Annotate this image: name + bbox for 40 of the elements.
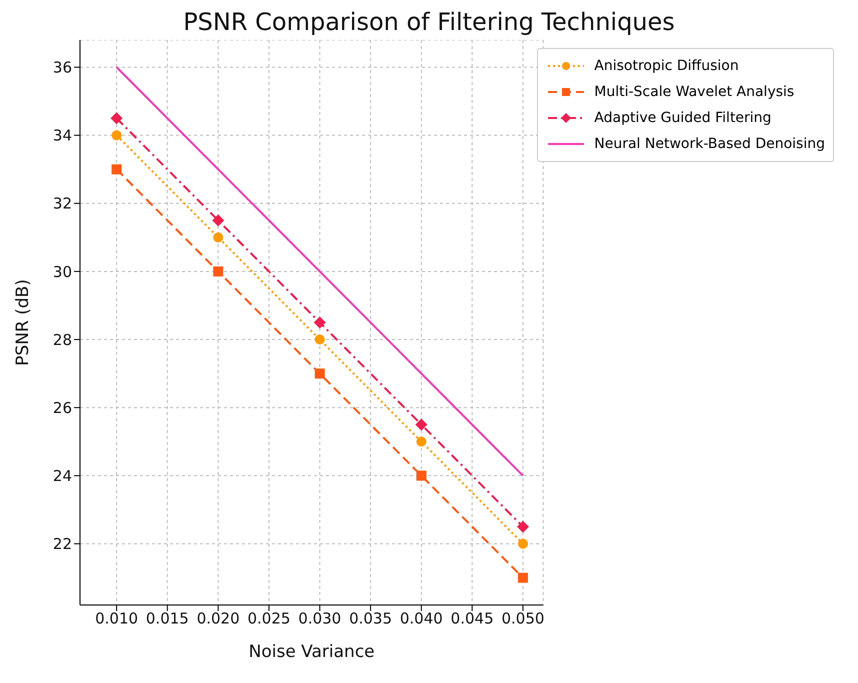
point	[112, 164, 122, 174]
y-axis-title: PSNR (dB)	[13, 279, 34, 366]
x-tick-label: 0.050	[501, 610, 544, 628]
chart-title: PSNR Comparison of Filtering Techniques	[182, 8, 676, 38]
point	[416, 470, 426, 481]
point	[212, 214, 224, 226]
y-tick-label: 32	[52, 194, 72, 213]
y-tick-label: 22	[52, 535, 72, 554]
point	[314, 368, 325, 379]
legend-label: Multi-Scale Wavelet Analysis	[594, 84, 794, 100]
y-tick-label: 28	[52, 330, 72, 349]
point	[112, 130, 122, 140]
x-tick-label: 0.030	[298, 610, 342, 628]
y-tick-label: 26	[52, 398, 72, 417]
line-series	[116, 66, 524, 477]
x-tick-label: 0.045	[450, 610, 494, 628]
x-tick-label: 0.040	[400, 610, 443, 628]
legend-label: Neural Network-Based Denoising	[594, 136, 825, 152]
point	[110, 112, 123, 124]
x-tick-label: 0.025	[247, 610, 290, 628]
legend-label: Anisotropic Diffusion	[594, 58, 739, 74]
point	[416, 436, 426, 447]
y-tick-label: 34	[52, 126, 72, 145]
y-tick-label: 36	[52, 58, 72, 77]
legend-label: Adaptive Guided Filtering	[594, 110, 772, 126]
point	[518, 572, 528, 583]
y-tick-label: 30	[52, 262, 72, 281]
x-tick-label: 0.010	[95, 610, 138, 628]
point	[518, 538, 528, 549]
x-tick-label: 0.035	[349, 610, 392, 628]
x-axis-title: Noise Variance	[248, 642, 375, 662]
point	[213, 232, 224, 242]
x-tick-label: 0.015	[146, 610, 189, 628]
point	[415, 418, 428, 431]
x-tick-label: 0.020	[196, 610, 240, 628]
point	[516, 520, 529, 533]
y-tick-label: 24	[52, 466, 72, 485]
point	[314, 334, 325, 345]
point	[314, 316, 326, 328]
point	[213, 266, 224, 276]
